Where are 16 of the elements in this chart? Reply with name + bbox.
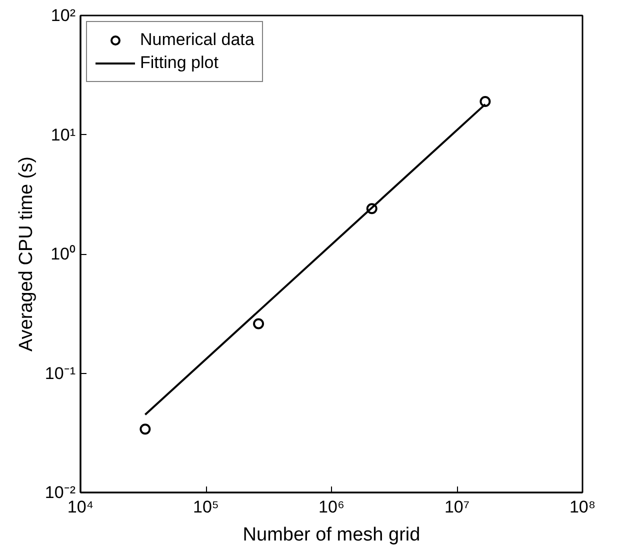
x-tick-label: 10⁷: [444, 498, 470, 516]
point: [366, 203, 378, 214]
x-axis-title: Number of mesh grid: [242, 524, 420, 546]
point: [253, 318, 264, 330]
x-tick-label: 10⁸: [569, 498, 596, 516]
x-tick-label: 10⁵: [193, 498, 219, 516]
x-tick-label: 10⁶: [318, 498, 344, 516]
legend-label: Numerical data: [140, 30, 254, 50]
y-axis-title: Averaged CPU time (s): [16, 156, 37, 352]
y-tick-label: 10¹: [50, 125, 76, 144]
point: [140, 424, 151, 435]
y-tick-label: 10⁰: [50, 244, 76, 264]
y-tick-label: 10²: [50, 6, 76, 25]
point: [480, 96, 491, 107]
y-tick-label: 10⁻¹: [44, 364, 76, 383]
legend-label: Fitting plot: [140, 53, 218, 73]
